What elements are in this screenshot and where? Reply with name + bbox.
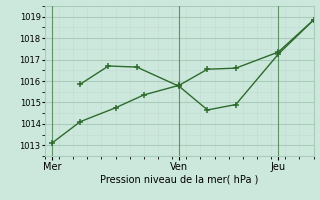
- X-axis label: Pression niveau de la mer( hPa ): Pression niveau de la mer( hPa ): [100, 174, 258, 184]
